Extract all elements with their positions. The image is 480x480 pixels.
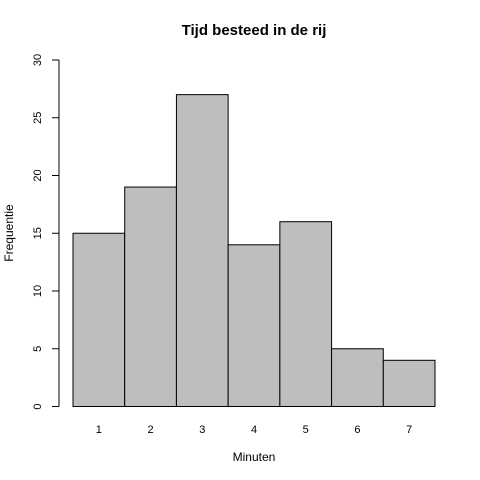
chart-title: Tijd besteed in de rij — [182, 22, 327, 39]
histogram-bar — [382, 359, 436, 407]
histogram-bar — [227, 244, 281, 407]
y-axis: 0 5 10 15 20 25 30 — [32, 54, 60, 410]
x-tick-label: 5 — [303, 424, 309, 436]
y-tick-label: 30 — [32, 54, 44, 66]
histogram-bar — [331, 348, 384, 407]
x-tick-label: 7 — [406, 424, 412, 436]
x-tick-label: 1 — [96, 424, 102, 436]
x-tick-label: 4 — [251, 424, 257, 436]
histogram-bar — [175, 94, 229, 408]
y-tick-label: 10 — [32, 285, 44, 297]
y-tick-label: 20 — [32, 169, 44, 181]
histogram-bar — [124, 186, 177, 407]
x-tick-label: 6 — [354, 424, 360, 436]
bars-group — [72, 94, 436, 408]
y-tick-label: 0 — [32, 403, 44, 409]
histogram-bar — [279, 221, 333, 407]
histogram-bar — [72, 232, 126, 407]
y-tick-label: 15 — [32, 227, 44, 239]
y-axis-label: Frequentie — [2, 204, 16, 262]
x-tick-label: 2 — [148, 424, 154, 436]
x-axis-label: Minuten — [233, 450, 276, 464]
y-tick-label: 25 — [32, 112, 44, 124]
y-tick-label: 5 — [32, 346, 44, 352]
x-axis: 1 2 3 4 5 6 7 — [96, 424, 412, 436]
x-tick-label: 3 — [199, 424, 205, 436]
